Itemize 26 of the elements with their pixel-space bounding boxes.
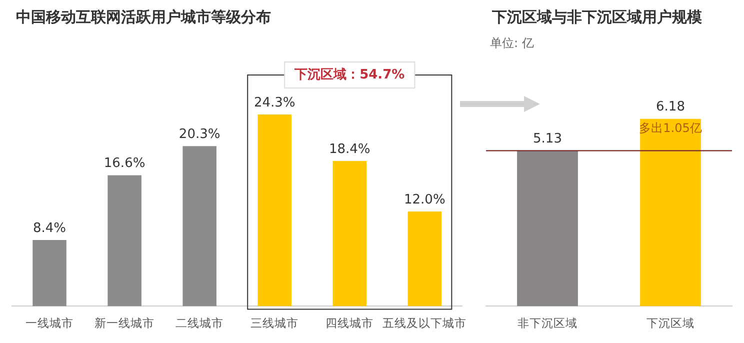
x-tick-label: 下沉区域 — [646, 316, 694, 330]
x-tick-label: 二线城市 — [176, 316, 224, 330]
chart-title: 下沉区域与非下沉区域用户规模 — [491, 8, 703, 28]
bar — [258, 114, 292, 306]
bar — [108, 175, 142, 306]
text: 单位: 亿 — [490, 36, 534, 50]
data-label: 12.0% — [404, 192, 446, 208]
data-label: 24.3% — [254, 95, 296, 110]
data-label: 20.3% — [178, 126, 220, 142]
data-label: 5.13 — [533, 132, 562, 147]
x-tick-label: 五线及以下城市 — [382, 316, 467, 330]
data-label: 8.4% — [33, 220, 66, 236]
x-tick-label: 四线城市 — [326, 316, 374, 330]
data-label: 6.18 — [656, 100, 685, 115]
bar — [182, 146, 216, 306]
bar — [32, 240, 66, 306]
x-tick-label: 一线城市 — [26, 316, 74, 330]
bar — [332, 161, 367, 306]
chart-title: 中国移动互联网活跃用户城市等级分布 — [15, 8, 272, 28]
x-tick-label: 非下沉区域 — [518, 316, 578, 330]
x-tick-label: 三线城市 — [250, 316, 299, 330]
bar — [408, 212, 442, 306]
data-label: 18.4% — [328, 142, 370, 157]
data-label: 16.6% — [104, 156, 146, 172]
x-tick-label: 新一线城市 — [94, 316, 155, 330]
text: 下沉区域：54.7% — [294, 67, 405, 82]
